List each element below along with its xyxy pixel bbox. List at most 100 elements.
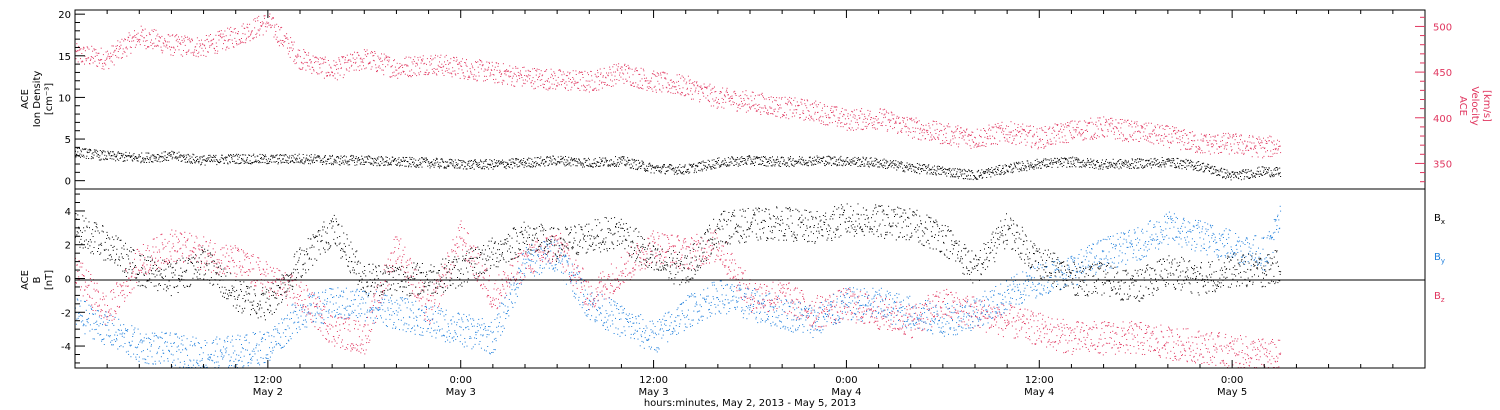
velocity-point bbox=[1001, 131, 1003, 133]
velocity-point bbox=[816, 118, 818, 120]
density-point bbox=[557, 156, 559, 158]
velocity-point bbox=[982, 141, 984, 143]
density-point bbox=[232, 160, 233, 162]
density-point bbox=[510, 161, 512, 163]
velocity-point bbox=[506, 69, 508, 71]
density-point bbox=[851, 159, 853, 160]
density-point bbox=[806, 163, 808, 165]
velocity-point bbox=[845, 124, 847, 125]
velocity-point bbox=[444, 70, 446, 72]
velocity-point bbox=[409, 70, 411, 72]
density-point bbox=[344, 155, 346, 157]
velocity-point bbox=[472, 67, 474, 69]
velocity-point bbox=[1104, 136, 1106, 138]
density-point bbox=[485, 159, 487, 161]
density-point bbox=[1039, 162, 1041, 164]
velocity-point bbox=[639, 80, 641, 82]
density-point bbox=[967, 174, 969, 176]
velocity-point bbox=[489, 72, 491, 74]
velocity-point bbox=[434, 57, 436, 59]
velocity-point bbox=[925, 138, 926, 139]
velocity-point bbox=[841, 122, 843, 124]
velocity-point bbox=[311, 72, 313, 74]
velocity-point bbox=[1159, 125, 1161, 127]
velocity-point bbox=[1142, 126, 1144, 128]
velocity-point bbox=[1188, 141, 1190, 143]
velocity-point bbox=[1154, 125, 1156, 127]
velocity-point bbox=[552, 88, 554, 90]
velocity-point bbox=[563, 79, 565, 81]
density-point bbox=[592, 163, 594, 165]
density-point bbox=[579, 162, 581, 164]
velocity-point bbox=[861, 108, 863, 110]
density-point bbox=[527, 159, 529, 161]
velocity-point bbox=[647, 80, 649, 82]
density-point bbox=[799, 161, 801, 163]
density-point bbox=[93, 157, 94, 159]
density-point bbox=[496, 160, 498, 162]
velocity-point bbox=[341, 56, 343, 58]
velocity-point bbox=[1191, 131, 1193, 133]
density-point bbox=[262, 158, 264, 160]
velocity-point bbox=[1199, 148, 1201, 150]
density-point bbox=[701, 170, 703, 172]
velocity-point bbox=[957, 146, 959, 148]
velocity-point bbox=[1189, 132, 1191, 133]
velocity-point bbox=[1121, 119, 1123, 120]
density-point bbox=[102, 152, 103, 154]
velocity-point bbox=[173, 47, 175, 49]
density-point bbox=[643, 163, 645, 165]
density-point bbox=[178, 151, 180, 153]
velocity-point bbox=[304, 61, 306, 63]
velocity-point bbox=[1223, 148, 1225, 150]
density-point bbox=[837, 159, 839, 161]
velocity-point bbox=[911, 117, 913, 119]
density-point bbox=[877, 166, 879, 168]
velocity-point bbox=[307, 65, 309, 67]
density-point bbox=[157, 154, 159, 156]
density-point bbox=[468, 162, 470, 164]
density-point bbox=[80, 149, 82, 151]
velocity-point bbox=[586, 85, 588, 87]
velocity-point bbox=[267, 22, 269, 24]
density-point bbox=[564, 165, 566, 167]
velocity-point bbox=[138, 38, 140, 40]
velocity-point bbox=[177, 45, 179, 47]
density-point bbox=[339, 161, 341, 163]
density-point bbox=[758, 163, 760, 165]
density-point bbox=[408, 165, 410, 167]
density-point bbox=[183, 156, 185, 158]
velocity-point bbox=[688, 94, 690, 96]
velocity-point bbox=[687, 87, 688, 89]
density-point bbox=[999, 164, 1001, 166]
density-point bbox=[735, 160, 737, 162]
density-point bbox=[948, 168, 950, 170]
density-point bbox=[770, 157, 772, 159]
velocity-point bbox=[637, 87, 639, 89]
density-point bbox=[81, 154, 83, 156]
density-point bbox=[869, 163, 871, 165]
density-point bbox=[354, 161, 355, 163]
density-point bbox=[80, 156, 81, 158]
density-point bbox=[465, 162, 467, 164]
velocity-point bbox=[482, 64, 484, 66]
velocity-point bbox=[92, 62, 94, 64]
density-point bbox=[88, 152, 90, 153]
velocity-point bbox=[199, 43, 201, 45]
velocity-point bbox=[134, 30, 135, 32]
density-point bbox=[438, 163, 440, 165]
velocity-point bbox=[710, 105, 712, 107]
density-point bbox=[539, 158, 541, 159]
velocity-point bbox=[491, 61, 493, 63]
velocity-point bbox=[461, 65, 463, 67]
density-point bbox=[250, 155, 252, 157]
velocity-point bbox=[696, 82, 697, 84]
density-point bbox=[841, 160, 843, 162]
velocity-point bbox=[529, 75, 531, 77]
velocity-point bbox=[1038, 141, 1040, 143]
velocity-point bbox=[413, 60, 415, 62]
density-point bbox=[616, 164, 618, 166]
density-point bbox=[275, 154, 277, 156]
density-point bbox=[921, 168, 923, 169]
density-point bbox=[345, 156, 347, 158]
